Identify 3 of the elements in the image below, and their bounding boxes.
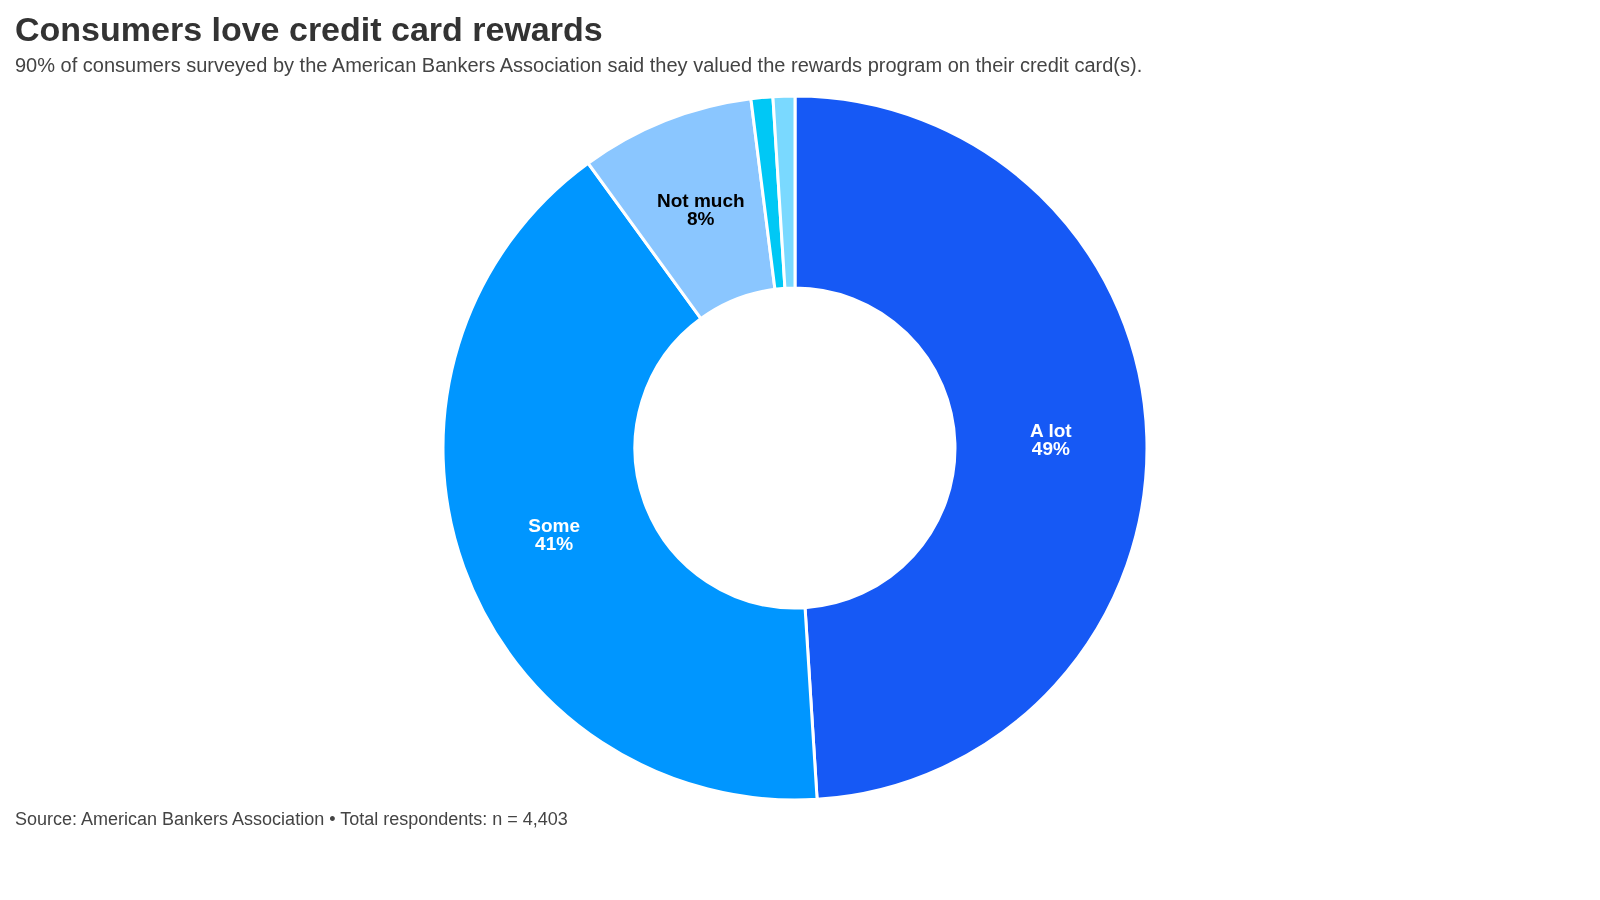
chart-title: Consumers love credit card rewards (15, 10, 603, 48)
chart-subtitle: 90% of consumers surveyed by the American Bankers Association said they valued the rewards program on their credit card(s). (15, 54, 1143, 76)
source-note: Source: American Bankers Association • Total respondents: n = 4,403 (15, 809, 568, 829)
